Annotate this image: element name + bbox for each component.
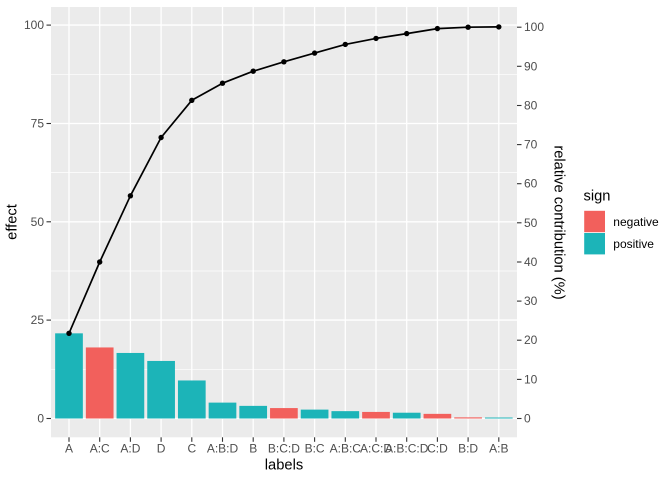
svg-text:sign: sign xyxy=(584,189,611,205)
svg-text:positive: positive xyxy=(613,237,654,251)
svg-text:100: 100 xyxy=(524,20,544,34)
svg-text:labels: labels xyxy=(265,458,303,474)
svg-text:D: D xyxy=(157,442,166,456)
svg-text:B:C:D: B:C:D xyxy=(268,442,300,456)
svg-text:relative contribution (%): relative contribution (%) xyxy=(551,145,567,299)
svg-text:A:B:D: A:B:D xyxy=(207,442,239,456)
svg-text:B: B xyxy=(249,442,257,456)
svg-text:40: 40 xyxy=(524,255,538,269)
svg-text:negative: negative xyxy=(613,215,659,229)
svg-text:70: 70 xyxy=(524,138,538,152)
svg-text:effect: effect xyxy=(5,204,21,240)
svg-text:C: C xyxy=(187,442,196,456)
svg-text:50: 50 xyxy=(31,215,45,229)
svg-text:A:C: A:C xyxy=(90,442,110,456)
svg-text:A:B: A:B xyxy=(489,442,508,456)
svg-text:0: 0 xyxy=(37,412,44,426)
svg-text:30: 30 xyxy=(524,294,538,308)
svg-text:20: 20 xyxy=(524,333,538,347)
svg-text:25: 25 xyxy=(31,313,45,327)
svg-text:75: 75 xyxy=(31,117,45,131)
svg-text:90: 90 xyxy=(524,59,538,73)
svg-text:A:B:C: A:B:C xyxy=(330,442,362,456)
svg-text:A:C:D: A:C:D xyxy=(360,442,392,456)
svg-text:A:D: A:D xyxy=(120,442,140,456)
svg-text:B:D: B:D xyxy=(458,442,478,456)
svg-text:B:C: B:C xyxy=(305,442,325,456)
svg-text:C:D: C:D xyxy=(427,442,448,456)
svg-text:A: A xyxy=(65,442,73,456)
svg-text:80: 80 xyxy=(524,99,538,113)
svg-text:10: 10 xyxy=(524,372,538,386)
svg-text:100: 100 xyxy=(24,18,44,32)
svg-text:A:B:C:D: A:B:C:D xyxy=(385,442,429,456)
svg-text:60: 60 xyxy=(524,177,538,191)
svg-text:0: 0 xyxy=(524,412,531,426)
svg-text:50: 50 xyxy=(524,216,538,230)
